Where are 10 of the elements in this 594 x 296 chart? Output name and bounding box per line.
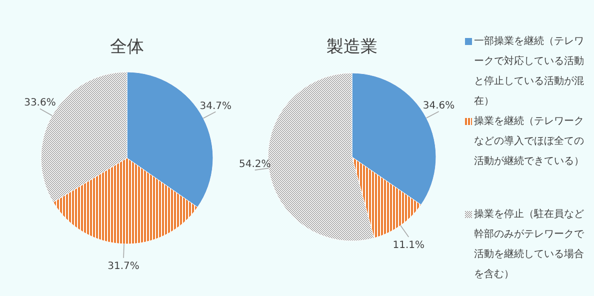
data-label: 11.1%	[392, 240, 425, 251]
legend-label: 操業を停止（駐在員など幹部のみがテレワークで活動を継続している場合を含む）	[474, 208, 585, 282]
legend-label: 操業を継続（テレワークなどの導入でほぼ全ての活動が継続できている）	[474, 114, 585, 169]
data-label: 31.7%	[108, 260, 140, 272]
chart-title: 全体	[110, 37, 144, 57]
data-label: 34.7%	[200, 100, 232, 112]
data-label: 34.6%	[422, 100, 455, 112]
legend-label: 一部操業を継続（テレワークで対応している活動と停止している活動が混在）	[474, 34, 585, 109]
data-label: 54.2%	[238, 159, 271, 170]
chart-title: 製造業	[326, 37, 378, 57]
